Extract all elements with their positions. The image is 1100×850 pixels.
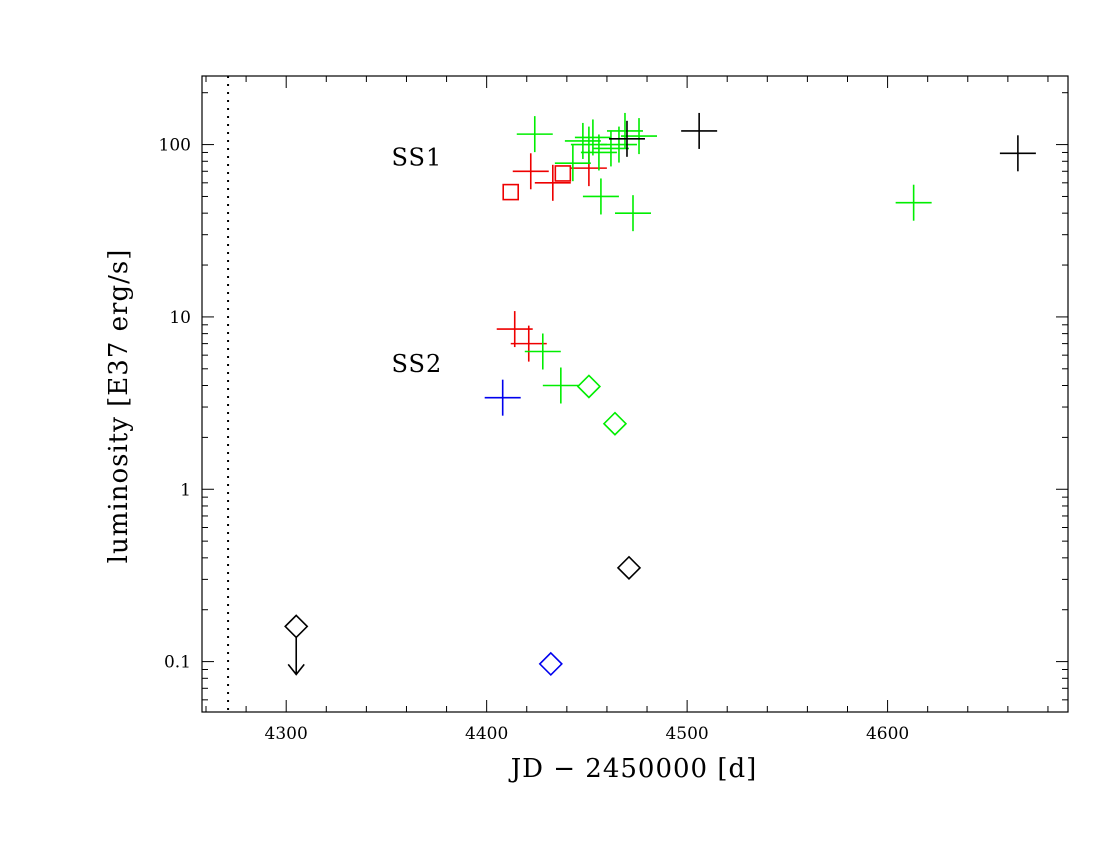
data-point-square xyxy=(502,183,520,201)
data-point-cross xyxy=(574,119,611,156)
data-point-cross xyxy=(614,195,651,232)
tick-labels: 4300 4400 4500 4600 0.1 1 10 100 xyxy=(159,136,910,744)
x-tick-label: 4500 xyxy=(665,724,708,744)
data-point-diamond xyxy=(602,411,628,436)
data-point-cross xyxy=(606,112,643,149)
data-point-cross xyxy=(554,145,591,182)
y-tick-label: 1 xyxy=(180,480,191,500)
x-tick-label: 4600 xyxy=(866,724,909,744)
y-tick-label: 10 xyxy=(169,308,191,328)
data-point-cross xyxy=(681,112,718,149)
upper-limit-arrow xyxy=(287,637,305,676)
y-tick-label: 0.1 xyxy=(164,653,191,673)
data-point-cross xyxy=(542,367,579,404)
data-point-cross xyxy=(582,178,619,215)
data-point-diamond xyxy=(284,614,309,639)
axis-ticks xyxy=(202,76,1068,712)
plot-border xyxy=(201,75,1069,713)
data-markers xyxy=(284,112,1036,677)
data-point-cross xyxy=(570,126,607,163)
data-point-cross xyxy=(524,333,561,370)
x-axis-label: JD − 2450000 [d] xyxy=(508,754,758,784)
data-point-cross xyxy=(592,130,629,167)
annotation-label: SS1 xyxy=(391,144,442,172)
data-point-cross xyxy=(496,311,533,348)
x-tick-label: 4300 xyxy=(265,724,308,744)
data-point-cross xyxy=(510,325,547,362)
y-axis-label: luminosity [E37 erg/s] xyxy=(104,249,134,564)
data-point-cross xyxy=(564,122,601,159)
data-point-cross xyxy=(484,379,521,416)
arrow-head xyxy=(287,663,305,676)
data-point-cross xyxy=(600,126,637,163)
plot-frame xyxy=(201,75,1069,713)
data-point-cross xyxy=(895,184,932,221)
data-point-cross xyxy=(999,135,1036,172)
data-point-cross xyxy=(608,120,645,157)
data-point-cross xyxy=(534,164,571,201)
x-tick-label: 4400 xyxy=(465,724,508,744)
data-point-diamond xyxy=(538,651,563,677)
data-point-cross xyxy=(512,153,549,190)
y-tick-label: 100 xyxy=(159,136,191,156)
annotation-label: SS2 xyxy=(391,350,442,378)
annotations: SS1 SS2 xyxy=(391,144,442,378)
data-point-cross xyxy=(516,116,553,153)
data-point-diamond xyxy=(576,374,602,399)
data-point-square xyxy=(554,165,572,182)
data-point-diamond xyxy=(616,555,642,580)
